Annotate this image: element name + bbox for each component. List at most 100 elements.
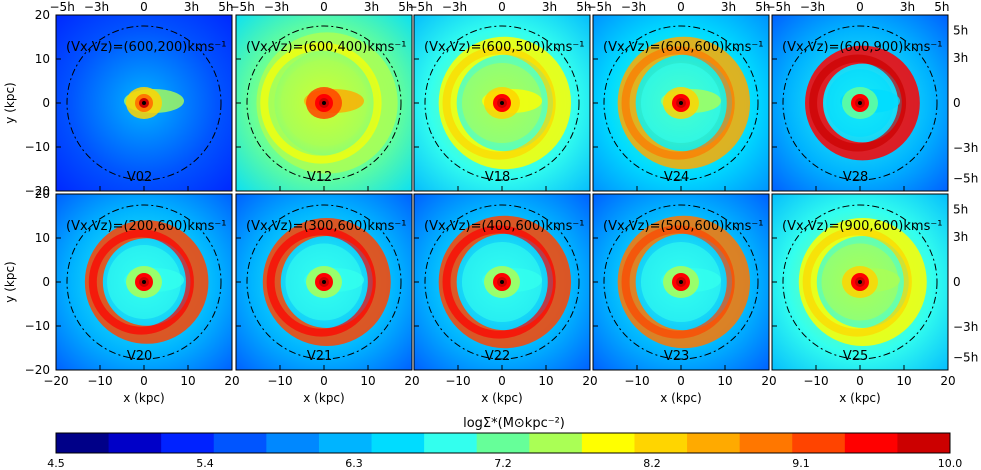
top-tick-label: −5h [587, 0, 612, 14]
colorbar-segment [739, 433, 793, 453]
y-tick-label: −10 [25, 319, 50, 333]
colorbar-tick-label: 6.3 [345, 457, 363, 470]
center-marker [142, 101, 146, 105]
center-marker [858, 101, 862, 105]
top-tick-label: 5h [218, 0, 233, 14]
top-tick-label: −5h [230, 0, 255, 14]
top-tick-label: −3h [800, 0, 825, 14]
x-tick-label: 20 [224, 374, 239, 388]
y-tick-label: 10 [35, 52, 50, 66]
colorbar-segment [634, 433, 688, 453]
colorbar-tick-label: 9.1 [792, 457, 810, 470]
tidal-radius-circle [424, 25, 580, 181]
panel-V21 [236, 194, 412, 370]
x-axis-label: x (kpc) [123, 391, 164, 405]
panel-name: V28 [843, 170, 868, 185]
center-marker [322, 101, 326, 105]
y-tick-label: −20 [25, 363, 50, 377]
top-tick-label: 5h [755, 0, 770, 14]
center-marker [679, 280, 683, 284]
x-tick-label: 10 [360, 374, 375, 388]
y-tick-label: 0 [42, 96, 50, 110]
colorbar-segment [424, 433, 478, 453]
panel-grid: (Vx,Vz)=(600,200)kms⁻¹ V02 (Vx,Vz)=(600,40… [56, 15, 948, 370]
right-tick-label: 5h [953, 23, 968, 37]
colorbar-frame [55, 432, 951, 454]
colorbar-segment [318, 433, 373, 453]
top-tick-label: 3h [721, 0, 736, 14]
right-tick-label: −5h [953, 351, 978, 365]
center-marker [142, 280, 146, 284]
panel-name: V02 [127, 170, 152, 185]
panel-V02 [56, 15, 232, 191]
x-tick-label: 20 [940, 374, 955, 388]
colorbar-segment [687, 433, 741, 453]
x-tick-label: 0 [498, 374, 506, 388]
panel-V24 [593, 15, 769, 191]
ring-inner-mark [802, 227, 912, 337]
top-tick-label: 3h [184, 0, 199, 14]
x-tick-label: 20 [582, 374, 597, 388]
panel-name: V18 [485, 170, 510, 185]
ring-inner-mark [621, 46, 735, 160]
panel-name: V23 [664, 349, 689, 364]
top-tick-label: 0 [140, 0, 148, 14]
tidal-radius-circle [424, 204, 580, 360]
top-tick-label: 0 [498, 0, 506, 14]
velocity-label: (Vx,Vz)=(600,600)kms⁻¹ [603, 40, 763, 55]
x-tick-label: 0 [140, 374, 148, 388]
tidal-radius-circle [66, 25, 222, 181]
right-tick-label: 0 [953, 275, 961, 289]
x-axis-label: x (kpc) [481, 391, 522, 405]
top-tick-label: −3h [264, 0, 289, 14]
colorbar-segment [108, 433, 162, 453]
top-tick-label: 5h [934, 0, 949, 14]
right-tick-label: −3h [953, 320, 978, 334]
top-tick-label: −5h [408, 0, 433, 14]
colorbar-segment [213, 433, 267, 453]
right-tick-label: 3h [953, 230, 968, 244]
velocity-label: (Vx,Vz)=(600,400)kms⁻¹ [246, 40, 406, 55]
panel-name: V22 [485, 349, 510, 364]
tidal-radius-circle [782, 25, 938, 181]
x-tick-label: −10 [624, 374, 649, 388]
top-tick-label: −3h [442, 0, 467, 14]
colorbar: logΣ*(M⊙kpc⁻²) 4.5 5.4 6.3 7.2 8.2 9.1 10.0 [47, 416, 962, 470]
x-tick-label: −10 [87, 374, 112, 388]
ring-inner-mark [260, 42, 382, 164]
panel-name: V24 [664, 170, 689, 185]
center-marker [322, 280, 326, 284]
tidal-radius-circle [66, 204, 222, 360]
x-tick-label: 10 [896, 374, 911, 388]
y-tick-label: 10 [35, 231, 50, 245]
colorbar-tick-label: 7.2 [494, 457, 512, 470]
top-tick-label: 0 [320, 0, 328, 14]
x-tick-label: −10 [803, 374, 828, 388]
y-tick-label: −20 [25, 184, 50, 198]
top-tick-label: 0 [856, 0, 864, 14]
x-tick-label: −10 [267, 374, 292, 388]
y-tick-label: 0 [42, 275, 50, 289]
panel-name: V12 [307, 170, 332, 185]
tidal-radius-circle [603, 204, 759, 360]
top-tick-label: 3h [900, 0, 915, 14]
velocity-label: (Vx,Vz)=(500,600)kms⁻¹ [603, 219, 763, 234]
x-tick-label: −10 [445, 374, 470, 388]
x-tick-label: 10 [538, 374, 553, 388]
ring-inner-mark [621, 225, 735, 339]
x-tick-label: 10 [180, 374, 195, 388]
top-tick-label: −5h [766, 0, 791, 14]
x-axis-label: x (kpc) [839, 391, 880, 405]
x-tick-label: −20 [43, 374, 68, 388]
ring-inner-mark [442, 46, 556, 160]
x-tick-label: 0 [856, 374, 864, 388]
right-tick-label: −5h [953, 172, 978, 186]
colorbar-tick-label: 5.4 [196, 457, 214, 470]
x-tick-label: 0 [677, 374, 685, 388]
panel-V25 [772, 194, 948, 370]
y-tick-label: −10 [25, 140, 50, 154]
colorbar-segment [897, 433, 951, 453]
center-marker [679, 101, 683, 105]
top-tick-label: −3h [621, 0, 646, 14]
